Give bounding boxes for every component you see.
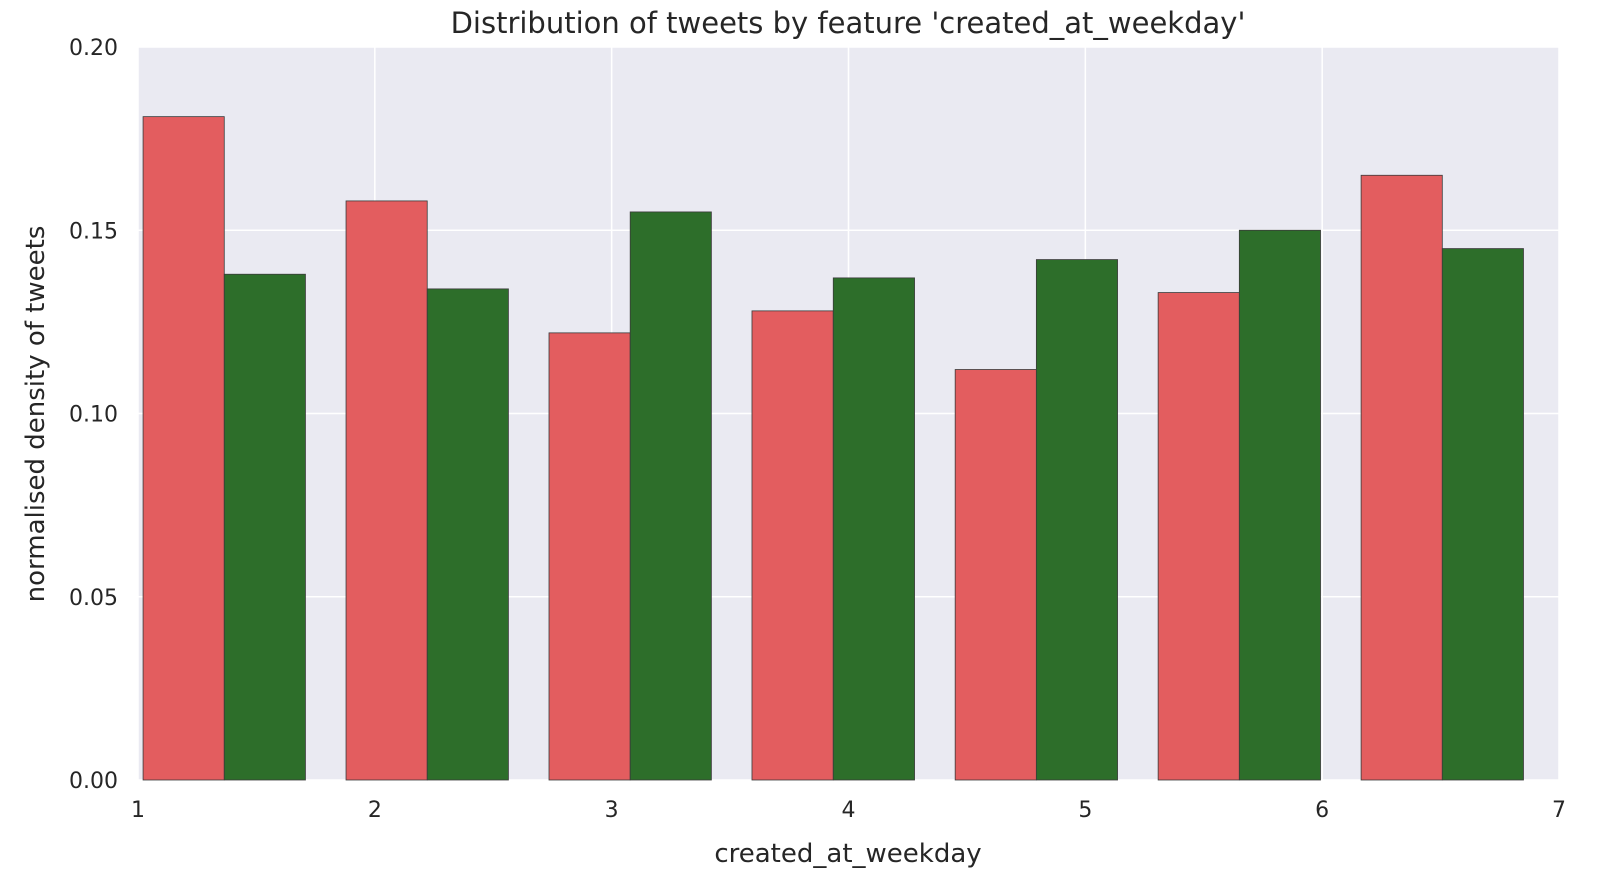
x-tick-label: 3	[605, 798, 619, 823]
bar	[426, 288, 509, 781]
bar	[751, 310, 834, 781]
y-tick-label: 0.10	[69, 403, 118, 428]
bar	[1441, 248, 1524, 781]
bar	[629, 211, 712, 781]
chart-title: Distribution of tweets by feature 'creat…	[451, 6, 1246, 40]
y-tick-labels: 0.00 0.05 0.10 0.15 0.20	[69, 36, 118, 794]
bar	[548, 332, 631, 781]
x-tick-label: 6	[1315, 798, 1329, 823]
bar	[1360, 174, 1443, 781]
bar	[142, 116, 225, 781]
bar	[954, 369, 1037, 781]
x-tick-label: 1	[131, 798, 145, 823]
x-tick-label: 4	[842, 798, 856, 823]
y-tick-label: 0.00	[69, 769, 118, 794]
bar	[1035, 259, 1118, 781]
y-axis-label: normalised density of tweets	[21, 226, 51, 603]
bar	[345, 200, 428, 781]
y-tick-label: 0.20	[69, 36, 118, 61]
bar	[832, 277, 915, 781]
x-tick-label: 7	[1552, 798, 1566, 823]
x-tick-label: 5	[1078, 798, 1092, 823]
bar	[1157, 292, 1240, 781]
bars	[142, 116, 1524, 781]
x-tick-label: 2	[368, 798, 382, 823]
bar	[223, 273, 306, 781]
x-axis-label: created_at_weekday	[714, 839, 981, 869]
y-tick-label: 0.05	[69, 586, 118, 611]
y-tick-label: 0.15	[69, 219, 118, 244]
bar	[1238, 229, 1321, 781]
x-tick-labels: 1 2 3 4 5 6 7	[131, 798, 1566, 823]
